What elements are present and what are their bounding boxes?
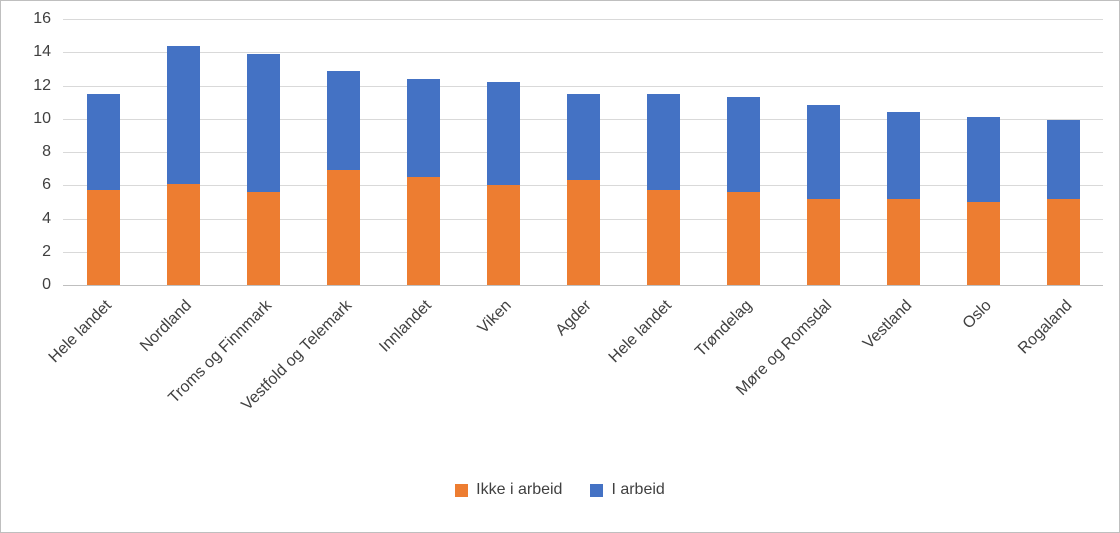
bar-stack bbox=[326, 70, 360, 285]
bar-segment-ikke-i-arbeid bbox=[166, 183, 200, 285]
bar-stack bbox=[1046, 120, 1080, 285]
bar-segment-ikke-i-arbeid bbox=[326, 170, 360, 285]
x-tick-label-rogaland: Rogaland bbox=[1014, 297, 1076, 358]
legend-item-i-arbeid: I arbeid bbox=[590, 481, 665, 499]
bar-stack bbox=[646, 93, 680, 285]
bar-segment-i-arbeid bbox=[726, 97, 760, 192]
legend-label: Ikke i arbeid bbox=[476, 481, 563, 498]
gridline bbox=[63, 52, 1103, 54]
bar-segment-ikke-i-arbeid bbox=[966, 201, 1000, 285]
bar-stack bbox=[406, 78, 440, 285]
bar-segment-i-arbeid bbox=[246, 53, 280, 192]
bar-column-m-re-og-romsdal bbox=[783, 19, 863, 285]
bar-segment-ikke-i-arbeid bbox=[86, 190, 120, 285]
bar-segment-ikke-i-arbeid bbox=[1046, 198, 1080, 285]
bar-segment-i-arbeid bbox=[566, 93, 600, 181]
x-tick-label-innlandet: Innlandet bbox=[376, 297, 436, 356]
x-tick-label-nordland: Nordland bbox=[137, 297, 196, 355]
bar-segment-ikke-i-arbeid bbox=[566, 180, 600, 285]
plot-area bbox=[63, 19, 1103, 286]
bar-column-vestland bbox=[863, 19, 943, 285]
bar-segment-i-arbeid bbox=[886, 112, 920, 199]
x-axis-labels: Hele landet Nordland Troms og Finnmark Vest… bbox=[1, 297, 1119, 467]
bar-segment-ikke-i-arbeid bbox=[246, 191, 280, 285]
y-tick-label: 4 bbox=[42, 209, 51, 227]
bar-column-hele-landet bbox=[623, 19, 703, 285]
bar-segment-i-arbeid bbox=[486, 82, 520, 186]
bar-segment-i-arbeid bbox=[406, 78, 440, 177]
y-tick-label: 8 bbox=[42, 143, 51, 160]
legend-label: I arbeid bbox=[611, 481, 665, 498]
bar-column-viken bbox=[463, 19, 543, 285]
y-tick-label: 14 bbox=[33, 43, 51, 61]
gridline bbox=[63, 19, 1103, 20]
x-tick-label-vestland: Vestland bbox=[859, 297, 916, 353]
bar-column-agder bbox=[543, 19, 623, 285]
bars bbox=[63, 19, 1103, 285]
bar-stack bbox=[566, 93, 600, 285]
bar-segment-ikke-i-arbeid bbox=[726, 191, 760, 285]
x-tick-label-hele-landet: Hele landet bbox=[45, 297, 116, 367]
x-tick-label-viken: Viken bbox=[474, 297, 516, 338]
bar-segment-i-arbeid bbox=[1046, 120, 1080, 199]
bar-segment-ikke-i-arbeid bbox=[486, 185, 520, 285]
legend-item-ikke-i-arbeid: Ikke i arbeid bbox=[455, 481, 562, 499]
x-tick-label-tr-ndelag: Trøndelag bbox=[691, 297, 756, 361]
bar-segment-i-arbeid bbox=[166, 45, 200, 184]
bar-column-rogaland bbox=[1023, 19, 1103, 285]
bar-column-nordland bbox=[143, 19, 223, 285]
bar-column-vestfold-og-telemark bbox=[303, 19, 383, 285]
bar-segment-i-arbeid bbox=[646, 93, 680, 191]
legend-swatch-ikke-i-arbeid bbox=[455, 483, 469, 497]
gridline bbox=[63, 85, 1103, 87]
bar-segment-ikke-i-arbeid bbox=[646, 190, 680, 285]
y-tick-label: 6 bbox=[42, 176, 51, 194]
legend: Ikke i arbeid I arbeid bbox=[1, 481, 1119, 499]
x-tick-label-oslo: Oslo bbox=[959, 297, 996, 333]
bar-segment-i-arbeid bbox=[806, 105, 840, 199]
bar-segment-ikke-i-arbeid bbox=[806, 198, 840, 285]
bar-stack bbox=[806, 105, 840, 285]
x-tick-label-hele-landet: Hele landet bbox=[605, 297, 676, 367]
bar-segment-i-arbeid bbox=[86, 93, 120, 191]
bar-stack bbox=[246, 53, 280, 285]
bar-column-hele-landet bbox=[63, 19, 143, 285]
y-tick-label: 0 bbox=[42, 276, 51, 293]
bar-column-troms-og-finnmark bbox=[223, 19, 303, 285]
bar-segment-ikke-i-arbeid bbox=[406, 176, 440, 285]
bar-stack bbox=[86, 93, 120, 285]
bar-stack bbox=[486, 82, 520, 285]
bar-column-tr-ndelag bbox=[703, 19, 783, 285]
x-tick-label-agder: Agder bbox=[552, 297, 596, 340]
bar-stack bbox=[966, 117, 1000, 285]
bar-segment-i-arbeid bbox=[966, 117, 1000, 202]
bar-column-innlandet bbox=[383, 19, 463, 285]
bar-column-oslo bbox=[943, 19, 1023, 285]
bar-segment-i-arbeid bbox=[326, 70, 360, 171]
x-axis-line bbox=[63, 285, 1103, 286]
y-tick-label: 12 bbox=[33, 76, 51, 94]
y-tick-label: 16 bbox=[33, 10, 51, 27]
y-tick-label: 10 bbox=[33, 109, 51, 127]
y-tick-label: 2 bbox=[42, 242, 51, 260]
legend-swatch-i-arbeid bbox=[590, 483, 604, 497]
bar-stack bbox=[166, 45, 200, 285]
bar-stack bbox=[886, 112, 920, 285]
bar-stack bbox=[726, 97, 760, 285]
bar-segment-ikke-i-arbeid bbox=[886, 198, 920, 285]
